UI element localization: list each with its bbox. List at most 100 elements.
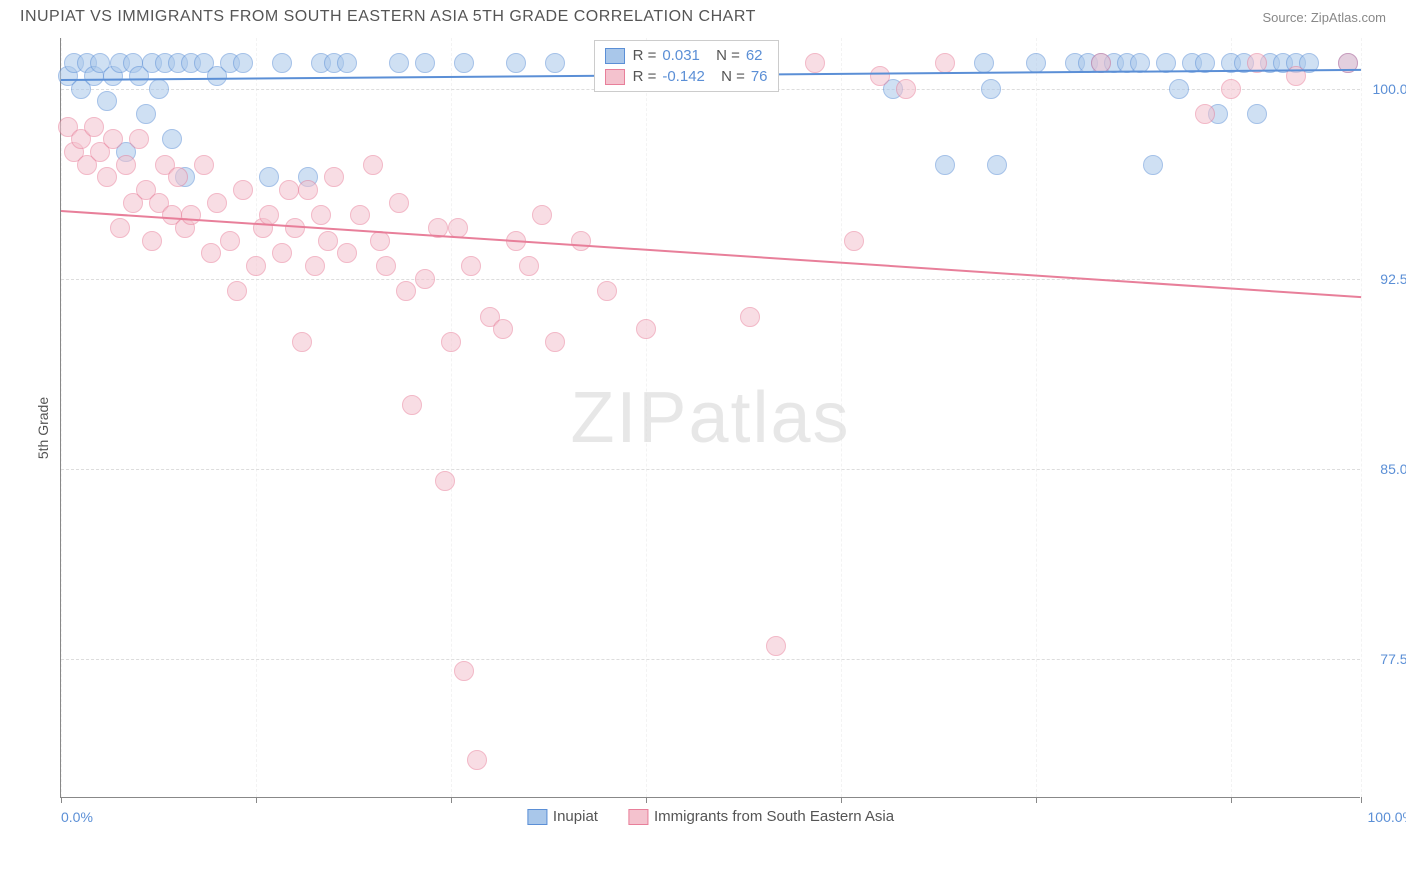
scatter-point [136, 104, 156, 124]
scatter-point [272, 243, 292, 263]
scatter-point [981, 79, 1001, 99]
scatter-point [571, 231, 591, 251]
gridline-vertical [1036, 38, 1037, 797]
scatter-point [84, 117, 104, 137]
legend-label: Inupiat [553, 808, 598, 825]
scatter-point [207, 193, 227, 213]
legend-swatch [628, 809, 648, 825]
plot-area: ZIPatlas 100.0%92.5%85.0%77.5%0.0%100.0%… [60, 38, 1360, 798]
scatter-point [305, 256, 325, 276]
scatter-point [370, 231, 390, 251]
y-tick-label: 77.5% [1365, 651, 1406, 667]
scatter-point [272, 53, 292, 73]
scatter-point [461, 256, 481, 276]
scatter-point [545, 332, 565, 352]
x-tick-mark [256, 797, 257, 803]
gridline-vertical [256, 38, 257, 797]
watermark-brand: ZIP [570, 378, 688, 458]
scatter-point [389, 193, 409, 213]
scatter-point [337, 243, 357, 263]
stats-swatch [605, 48, 625, 64]
scatter-point [1195, 104, 1215, 124]
scatter-point [376, 256, 396, 276]
y-tick-label: 92.5% [1365, 271, 1406, 287]
scatter-point [324, 167, 344, 187]
y-axis-label: 5th Grade [35, 397, 51, 459]
gridline-vertical [841, 38, 842, 797]
scatter-point [532, 205, 552, 225]
scatter-point [110, 218, 130, 238]
series-legend: Inupiat Immigrants from South Eastern Asi… [527, 808, 894, 825]
legend-item: Inupiat [527, 808, 598, 825]
scatter-point [844, 231, 864, 251]
legend-label: Immigrants from South Eastern Asia [654, 808, 894, 825]
scatter-point [1169, 79, 1189, 99]
scatter-point [396, 281, 416, 301]
scatter-point [1026, 53, 1046, 73]
scatter-point [987, 155, 1007, 175]
stats-row: R = -0.142 N = 76 [605, 66, 768, 87]
scatter-point [389, 53, 409, 73]
scatter-point [116, 155, 136, 175]
scatter-point [142, 231, 162, 251]
scatter-point [435, 471, 455, 491]
watermark: ZIPatlas [570, 377, 850, 459]
scatter-point [896, 79, 916, 99]
x-tick-label-min: 0.0% [61, 809, 93, 825]
scatter-point [974, 53, 994, 73]
scatter-point [311, 205, 331, 225]
scatter-point [415, 269, 435, 289]
scatter-point [766, 636, 786, 656]
scatter-point [129, 129, 149, 149]
x-tick-mark [1036, 797, 1037, 803]
scatter-point [103, 129, 123, 149]
x-tick-mark [61, 797, 62, 803]
scatter-point [402, 395, 422, 415]
scatter-point [935, 53, 955, 73]
scatter-point [279, 180, 299, 200]
chart-source: Source: ZipAtlas.com [1262, 10, 1386, 25]
scatter-point [233, 53, 253, 73]
legend-swatch [527, 809, 547, 825]
chart-container: 5th Grade ZIPatlas 100.0%92.5%85.0%77.5%… [20, 38, 1386, 818]
chart-title: INUPIAT VS IMMIGRANTS FROM SOUTH EASTERN… [20, 8, 756, 26]
gridline-vertical [1361, 38, 1362, 797]
scatter-point [493, 319, 513, 339]
legend-item: Immigrants from South Eastern Asia [628, 808, 894, 825]
stats-row: R = 0.031 N = 62 [605, 45, 768, 66]
scatter-point [519, 256, 539, 276]
scatter-point [454, 661, 474, 681]
scatter-point [97, 167, 117, 187]
scatter-point [740, 307, 760, 327]
scatter-point [454, 53, 474, 73]
scatter-point [227, 281, 247, 301]
scatter-point [870, 66, 890, 86]
scatter-point [194, 155, 214, 175]
scatter-point [441, 332, 461, 352]
scatter-point [597, 281, 617, 301]
scatter-point [545, 53, 565, 73]
x-tick-mark [841, 797, 842, 803]
scatter-point [935, 155, 955, 175]
stats-legend: R = 0.031 N = 62 R = -0.142 N = 76 [594, 40, 779, 92]
watermark-suffix: atlas [688, 378, 850, 458]
scatter-point [467, 750, 487, 770]
x-tick-mark [1361, 797, 1362, 803]
scatter-point [363, 155, 383, 175]
gridline-vertical [646, 38, 647, 797]
scatter-point [181, 205, 201, 225]
scatter-point [233, 180, 253, 200]
stats-text: R = 0.031 N = 62 [633, 47, 763, 64]
x-tick-mark [646, 797, 647, 803]
stats-text: R = -0.142 N = 76 [633, 68, 768, 85]
scatter-point [220, 231, 240, 251]
scatter-point [97, 91, 117, 111]
scatter-point [246, 256, 266, 276]
gridline-vertical [1231, 38, 1232, 797]
gridline-vertical [61, 38, 62, 797]
gridline-vertical [451, 38, 452, 797]
scatter-point [259, 167, 279, 187]
scatter-point [149, 79, 169, 99]
chart-header: INUPIAT VS IMMIGRANTS FROM SOUTH EASTERN… [0, 0, 1406, 38]
scatter-point [805, 53, 825, 73]
